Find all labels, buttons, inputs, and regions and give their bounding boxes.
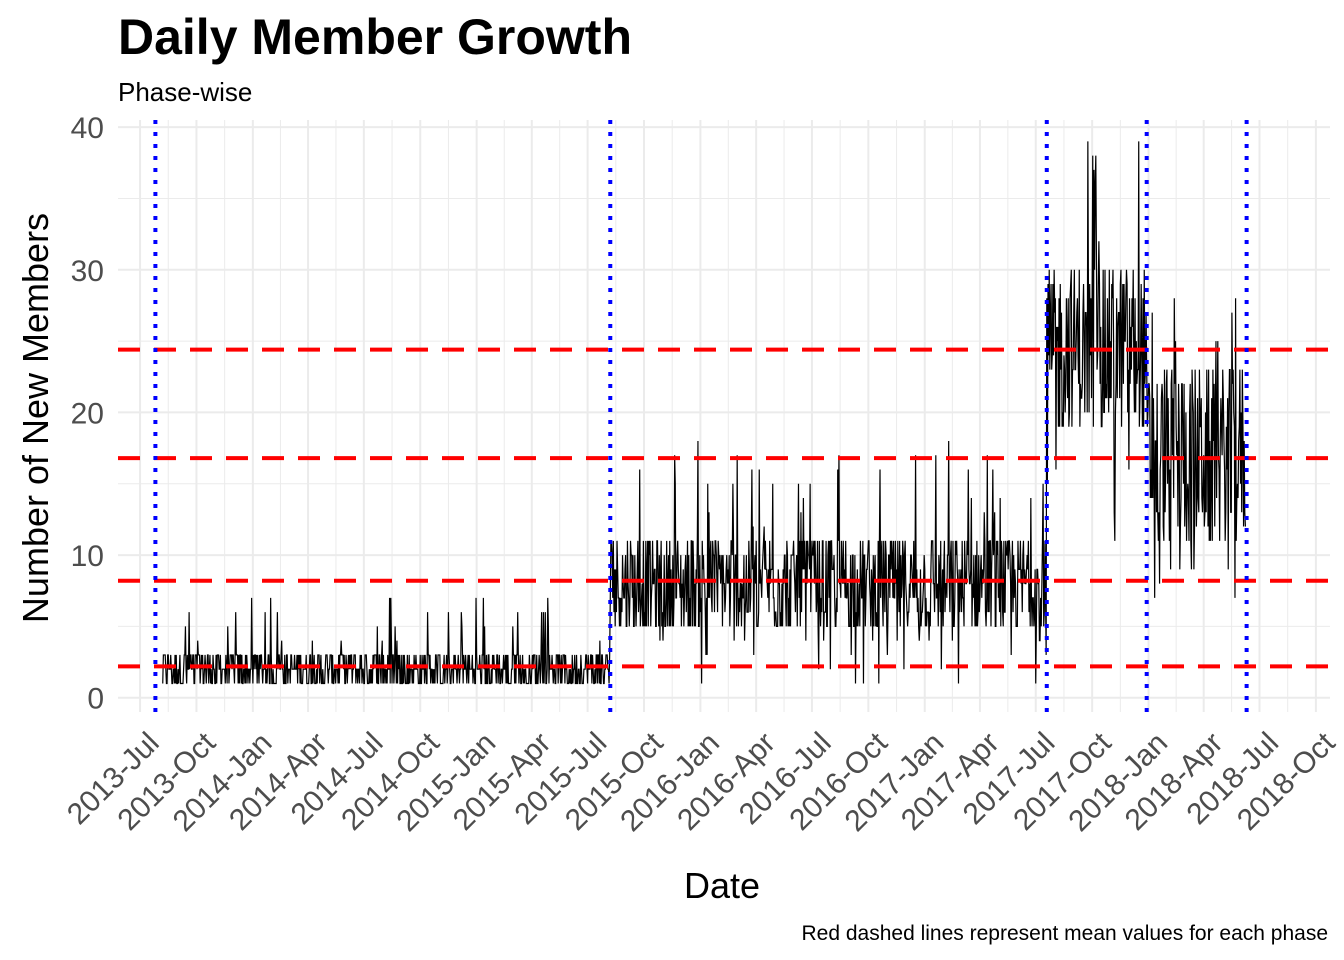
chart-caption: Red dashed lines represent mean values f…	[801, 922, 1329, 945]
series-group	[162, 141, 1246, 685]
chart-title: Daily Member Growth	[118, 9, 632, 65]
y-tick-label: 10	[71, 540, 104, 573]
x-axis-title: Date	[684, 865, 760, 906]
phase-boundaries-group	[153, 120, 1249, 712]
mean-lines-group	[118, 347, 1330, 669]
daily-members-line	[162, 141, 1246, 685]
y-axis: 0 10 20 30 40	[71, 112, 104, 716]
chart-subtitle: Phase-wise	[118, 77, 253, 107]
y-tick-label: 30	[71, 255, 104, 288]
y-tick-label: 20	[71, 397, 104, 430]
y-axis-title: Number of New Members	[15, 213, 56, 623]
y-tick-label: 40	[71, 112, 104, 145]
y-tick-label: 0	[87, 683, 104, 716]
x-axis: 2013-Jul2013-Oct2014-Jan2014-Apr2014-Jul…	[61, 726, 1342, 838]
